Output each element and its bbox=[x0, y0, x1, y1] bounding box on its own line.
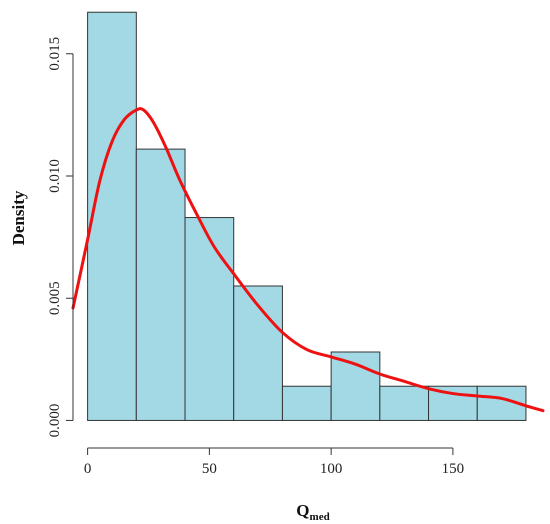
histogram-bar bbox=[281, 385, 332, 421]
y-tick-label: 0.000 bbox=[47, 404, 63, 438]
x-axis: 0 50 100 150 bbox=[84, 447, 465, 477]
histogram-bar bbox=[135, 148, 186, 421]
density-curve-layer bbox=[71, 107, 545, 413]
x-axis-title-main: Q bbox=[296, 501, 309, 520]
density-curve bbox=[71, 107, 545, 413]
histogram-bar bbox=[233, 285, 283, 421]
y-tick-label: 0.015 bbox=[47, 37, 63, 71]
y-tick-label: 0.010 bbox=[47, 159, 63, 193]
y-axis: 0.000 0.005 0.010 0.015 bbox=[47, 37, 74, 438]
x-axis-title-subscript: med bbox=[310, 511, 330, 523]
histogram-bars bbox=[87, 11, 527, 421]
histogram-bar bbox=[379, 385, 430, 421]
histogram-bar bbox=[330, 351, 381, 421]
y-tick-label: 0.005 bbox=[47, 281, 63, 315]
x-tick-label: 50 bbox=[202, 461, 217, 477]
x-tick-label: 150 bbox=[442, 461, 465, 477]
y-axis-title: Density bbox=[9, 190, 28, 245]
x-tick-label: 100 bbox=[320, 461, 343, 477]
histogram-bar bbox=[87, 11, 137, 421]
x-tick-label: 0 bbox=[84, 461, 92, 477]
x-axis-title: Qmed bbox=[296, 501, 329, 523]
histogram-bar bbox=[184, 217, 235, 421]
